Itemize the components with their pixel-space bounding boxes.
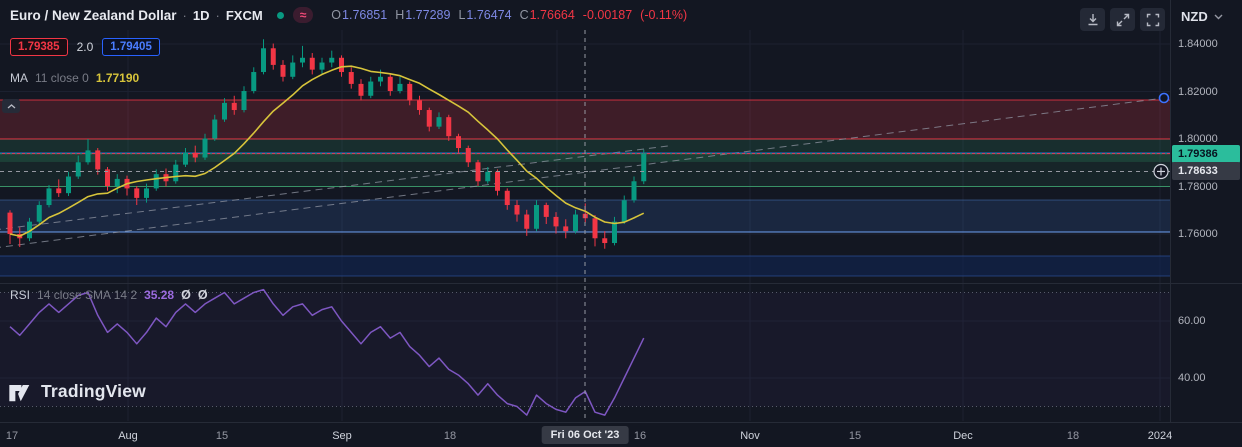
market-status-dot[interactable]: [276, 11, 284, 19]
change-value: -0.00187: [582, 8, 633, 22]
price-axis-label: 1.78000: [1178, 180, 1218, 193]
time-axis[interactable]: 17 Aug 15 Sep 18 16 Nov 15 Dec 18 2024 Fri 06 Oct '…: [0, 422, 1242, 447]
price-axis-label: 1.84000: [1178, 38, 1218, 50]
time-axis-label: 18: [443, 430, 457, 442]
pane-buttons: [1080, 8, 1165, 31]
pane-collapse-button[interactable]: [2, 99, 20, 113]
symbol-legend[interactable]: Euro / New Zealand Dollar · 1D · FXCM ≈ …: [10, 7, 687, 23]
exchange-label[interactable]: FXCM: [225, 7, 263, 23]
time-axis-label: 15: [848, 430, 862, 442]
ma-line: [9, 65, 645, 237]
fullscreen-button[interactable]: [1140, 8, 1165, 31]
rsi-line: [9, 288, 645, 416]
stop-price-label[interactable]: 1.79385: [10, 38, 68, 56]
close-value: 1.76664: [529, 8, 575, 22]
price-axis-label: 1.80000: [1178, 133, 1218, 145]
time-axis-label: Aug: [118, 430, 138, 442]
open-value: 1.76851: [342, 8, 388, 22]
crosshair: [0, 30, 1170, 421]
close-label: C: [519, 8, 529, 22]
tradingview-logo-icon: [9, 384, 30, 402]
price-axis[interactable]: 1.84000 1.82000 1.80000 1.78000 1.76000 60.00…: [1170, 0, 1242, 422]
change-percent: (-0.11%): [640, 8, 688, 22]
rsi-indicator-legend[interactable]: RSI 14 close SMA 14 2 35.28 Ø Ø: [10, 288, 208, 302]
candles: [7, 39, 647, 249]
time-axis-label: 16: [633, 430, 647, 442]
time-axis-label: Sep: [332, 430, 352, 442]
time-axis-label: 15: [215, 430, 229, 442]
time-axis-label: Dec: [953, 430, 973, 442]
high-label: H: [395, 8, 405, 22]
chevron-up-icon: [7, 103, 15, 108]
watermark-text: TradingView: [41, 380, 146, 401]
currency-label: NZD: [1181, 9, 1208, 24]
rsi-params: 14 close SMA 14 2: [37, 288, 138, 302]
trendlines: [0, 97, 1165, 248]
low-value: 1.76474: [466, 8, 512, 22]
time-axis-label: Nov: [740, 430, 760, 442]
crosshair-time-badge: Fri 06 Oct '23: [541, 426, 629, 444]
add-alert-button[interactable]: [1153, 163, 1169, 180]
separator-dot: ·: [182, 7, 187, 23]
maximize-icon: [1116, 13, 1129, 26]
time-axis-label: 17: [5, 430, 19, 442]
rsi-empty-value: Ø: [181, 288, 191, 302]
rsi-empty-value: Ø: [197, 288, 208, 302]
currency-selector[interactable]: NZD: [1181, 9, 1223, 24]
time-axis-label: 18: [1066, 430, 1080, 442]
rsi-bands: [0, 292, 1170, 407]
maximize-pane-button[interactable]: [1110, 8, 1135, 31]
delayed-data-icon[interactable]: ≈: [292, 7, 314, 23]
trendline-handle[interactable]: [1158, 92, 1170, 104]
interval-label[interactable]: 1D: [192, 7, 210, 23]
price-axis-label: 60.00: [1178, 315, 1206, 327]
download-button[interactable]: [1080, 8, 1105, 31]
last-price-badge: 1.79386: [1172, 144, 1240, 163]
ma-name: MA: [10, 71, 28, 85]
separator-dot: ·: [215, 7, 220, 23]
rsi-value: 35.28: [144, 288, 175, 302]
chevron-down-icon: [1214, 14, 1223, 19]
download-icon: [1088, 13, 1097, 25]
crosshair-price-badge: 1.78633: [1172, 162, 1240, 181]
fullscreen-icon: [1146, 13, 1159, 26]
price-axis-label: 1.82000: [1178, 85, 1218, 98]
rsi-name: RSI: [10, 288, 31, 302]
pane-divider[interactable]: [0, 283, 1242, 284]
time-axis-label: 2024: [1147, 430, 1173, 442]
ma-params: 11 close 0: [35, 71, 89, 85]
risk-reward-ratio: 2.0: [76, 40, 94, 54]
position-tool-labels: 1.79385 2.0 1.79405: [10, 38, 160, 56]
target-price-label[interactable]: 1.79405: [102, 38, 160, 56]
symbol-title[interactable]: Euro / New Zealand Dollar: [10, 7, 177, 23]
price-axis-label: 40.00: [1178, 372, 1206, 384]
open-label: O: [331, 8, 342, 22]
ohlc-values: O 1.76851 H 1.77289 L 1.76474 C 1.76664 -0.0…: [331, 8, 687, 22]
low-label: L: [458, 8, 466, 22]
high-value: 1.77289: [405, 8, 451, 22]
ma-indicator-legend[interactable]: MA 11 close 0 1.77190: [10, 71, 139, 85]
price-axis-label: 1.76000: [1178, 228, 1218, 240]
tradingview-watermark[interactable]: TradingView: [7, 378, 146, 404]
ma-value: 1.77190: [95, 71, 140, 85]
